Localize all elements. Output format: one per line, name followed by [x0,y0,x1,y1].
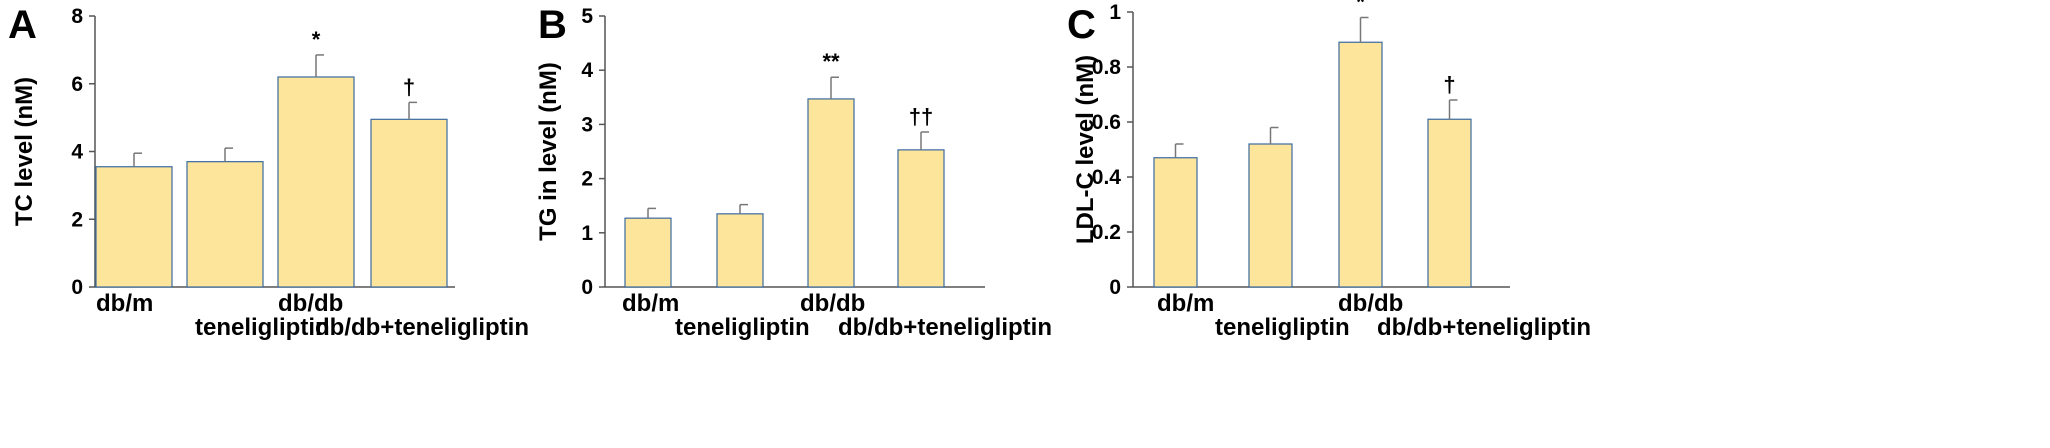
significance-marker: * [312,27,321,52]
significance-marker: † [1443,72,1455,97]
y-tick-label: 0 [581,276,593,299]
panel-letter: C [1067,3,1096,47]
y-tick-label: 1 [581,222,593,245]
y-tick-label: 1 [1109,1,1121,24]
category-label: teneligliptin [675,314,810,341]
bar [95,166,173,288]
y-tick-label: 0.4 [1092,166,1122,189]
bar [897,149,945,288]
y-tick-label: 4 [581,59,593,82]
bar [624,217,672,288]
y-tick-label: 0 [71,276,83,299]
bar [370,118,448,288]
y-axis-label: LDL-C level (nM) [1072,55,1099,244]
significance-marker: ** [822,49,840,74]
category-label: teneligliptin [1215,314,1350,341]
category-label: db/db [278,290,343,317]
category-label: db/db+teneligliptin [838,314,1052,341]
bar [716,213,764,288]
y-tick-label: 0 [1109,276,1121,299]
category-label: db/m [1157,290,1214,317]
y-tick-label: 2 [581,168,593,191]
y-tick-label: 8 [71,5,83,28]
bar [1427,118,1472,288]
y-axis-label: TG in level (nM) [535,62,562,241]
bar [1248,143,1293,288]
bar [277,76,355,288]
significance-marker: * [1356,0,1365,15]
category-label: db/m [96,290,153,317]
y-tick-label: 2 [71,208,83,231]
category-label: db/db [1338,290,1403,317]
y-tick-label: 3 [581,113,593,136]
y-tick-label: 6 [71,73,83,96]
bar [186,161,264,288]
bar [1338,41,1383,288]
y-tick-label: 0.8 [1092,56,1122,79]
bar [807,98,855,288]
category-label: db/db [800,290,865,317]
panel-letter: A [8,3,37,47]
category-label: teneligliptin [195,314,330,341]
category-label: db/db+teneligliptin [1377,314,1591,341]
y-tick-label: 0.2 [1092,221,1121,244]
significance-marker: †† [909,104,933,129]
category-label: db/db+teneligliptin [315,314,529,341]
significance-marker: † [403,74,415,99]
y-tick-label: 5 [581,5,593,28]
bar [1153,157,1198,288]
y-tick-label: 0.6 [1092,111,1121,134]
y-axis-label: TC level (nM) [11,77,38,226]
panel-letter: B [538,3,567,47]
category-label: db/m [622,290,679,317]
y-tick-label: 4 [71,141,83,164]
